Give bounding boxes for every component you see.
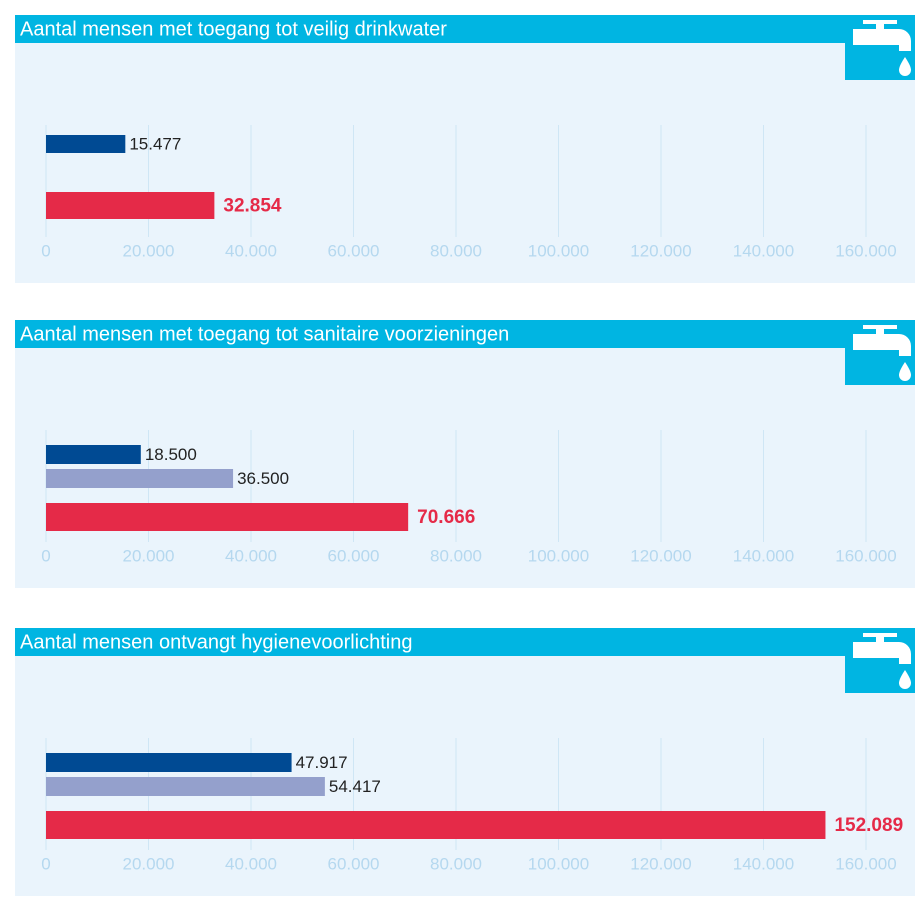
x-tick-label: 80.000 (430, 854, 482, 873)
x-tick-label: 160.000 (835, 546, 896, 565)
x-tick-label: 60.000 (328, 854, 380, 873)
value-label: 152.089 (834, 815, 903, 836)
value-label: 36.500 (237, 469, 289, 488)
title-bar (15, 15, 847, 43)
x-tick-label: 60.000 (328, 241, 380, 260)
panel-background (15, 320, 915, 588)
tap-stem (876, 633, 884, 645)
tap-stem (876, 325, 884, 337)
value-label: 18.500 (145, 445, 197, 464)
x-tick-label: 60.000 (328, 546, 380, 565)
water-drop (899, 670, 911, 689)
value-label: 54.417 (329, 777, 381, 796)
value-label: 47.917 (296, 753, 348, 772)
x-tick-label: 120.000 (630, 854, 691, 873)
chart-panel: Aantal mensen ontvangt hygienevoorlichti… (15, 628, 915, 896)
x-tick-label: 20.000 (123, 854, 175, 873)
x-tick-label: 0 (41, 854, 50, 873)
x-tick-label: 80.000 (430, 241, 482, 260)
x-tick-label: 100.000 (528, 546, 589, 565)
x-tick-label: 40.000 (225, 241, 277, 260)
bar (46, 503, 409, 531)
x-tick-label: 100.000 (528, 241, 589, 260)
panel-background (15, 15, 915, 283)
chart-panel: Aantal mensen met toegang tot veilig dri… (15, 15, 915, 283)
bar (46, 777, 325, 796)
x-tick-label: 80.000 (430, 546, 482, 565)
x-tick-label: 100.000 (528, 854, 589, 873)
value-label: 32.854 (223, 196, 282, 217)
x-tick-label: 140.000 (733, 546, 794, 565)
chart-title: Aantal mensen met toegang tot sanitaire … (20, 323, 509, 345)
value-label: 15.477 (129, 134, 181, 153)
bar (46, 445, 141, 464)
chart-title: Aantal mensen met toegang tot veilig dri… (20, 18, 447, 40)
x-tick-label: 160.000 (835, 854, 896, 873)
title-bar (15, 628, 847, 656)
x-tick-label: 120.000 (630, 546, 691, 565)
x-tick-label: 0 (41, 241, 50, 260)
x-tick-label: 0 (41, 546, 50, 565)
bar (46, 192, 215, 219)
bar (46, 469, 234, 488)
tap-body (853, 29, 911, 51)
value-label: 70.666 (417, 507, 475, 528)
x-tick-label: 40.000 (225, 546, 277, 565)
tap-body (853, 334, 911, 356)
title-bar (15, 320, 847, 348)
chart-panel: Aantal mensen met toegang tot sanitaire … (15, 320, 915, 588)
water-drop (899, 57, 911, 76)
bar (46, 811, 826, 839)
tap-stem (876, 20, 884, 32)
x-tick-label: 120.000 (630, 241, 691, 260)
x-tick-label: 140.000 (733, 854, 794, 873)
tap-body (853, 642, 911, 664)
bar (46, 135, 126, 153)
bar (46, 753, 292, 772)
x-tick-label: 40.000 (225, 854, 277, 873)
chart-title: Aantal mensen ontvangt hygienevoorlichti… (20, 631, 412, 653)
x-tick-label: 20.000 (123, 241, 175, 260)
x-tick-label: 20.000 (123, 546, 175, 565)
x-tick-label: 160.000 (835, 241, 896, 260)
x-tick-label: 140.000 (733, 241, 794, 260)
water-drop (899, 362, 911, 381)
